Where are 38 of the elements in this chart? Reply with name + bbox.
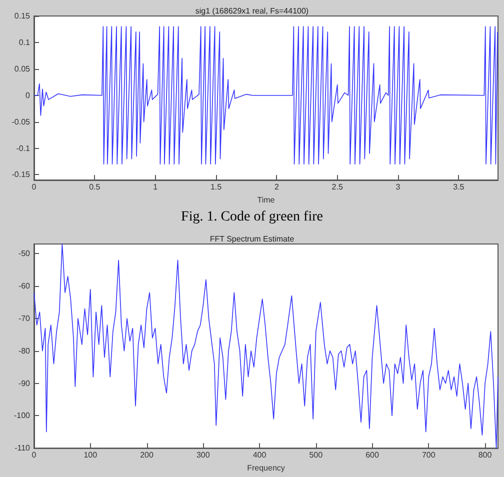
line-series [34,244,498,448]
x-tick-label: 700 [422,450,436,460]
y-tick-label: -50 [18,249,31,258]
x-tick-label: 3.5 [453,182,465,192]
y-tick-label: -80 [18,346,31,356]
chart-title: sig1 (168629x1 real, Fs=44100) [195,6,309,16]
y-tick-label: -90 [18,378,31,388]
y-tick-label: -70 [18,314,31,324]
y-tick-label: 0.1 [18,38,31,47]
x-tick-label: 2.5 [332,182,344,192]
y-tick-label: -0.1 [16,144,31,153]
chart-title: FFT Spectrum Estimate [210,234,295,244]
caption: Fig. 1. Code of green fire [181,210,323,224]
y-tick-label: -100 [14,411,31,420]
y-tick-label: 0.05 [14,64,31,74]
y-tick-label: 0 [26,90,31,100]
x-tick-label: 400 [252,450,267,460]
line-series [34,26,498,165]
x-tick-label: 200 [140,450,154,460]
x-tick-label: 500 [309,450,324,460]
x-tick-label: 1 [153,182,158,192]
x-tick-label: 0.5 [89,182,101,192]
x-axis-title: Time [257,195,276,204]
y-tick-label: 0.15 [14,12,31,20]
y-tick-label: -60 [18,282,31,291]
x-tick-label: 800 [478,450,492,460]
x-tick-label: 1.5 [210,182,222,192]
x-tick-label: 0 [32,182,37,192]
y-tick-label: -0.15 [12,170,31,180]
x-tick-label: 2 [274,182,280,192]
y-tick-label: -0.05 [12,117,31,126]
x-axis-title: Frequency [247,464,285,472]
x-tick-label: 3 [396,182,401,192]
x-tick-label: 100 [84,450,98,460]
y-tick-label: -110 [14,444,31,453]
x-tick-label: 600 [366,450,380,460]
x-tick-label: 0 [32,450,37,460]
x-tick-label: 300 [196,450,210,460]
